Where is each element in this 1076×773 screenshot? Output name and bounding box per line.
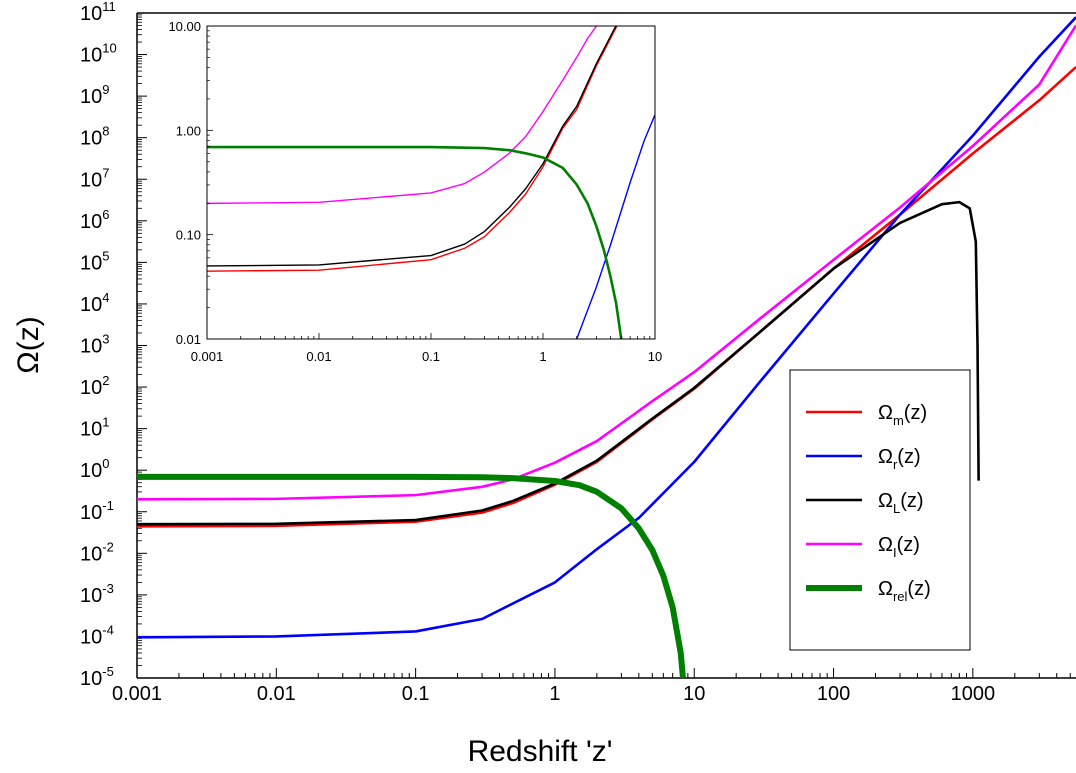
legend-label-r: Ωr(z) <box>878 446 921 472</box>
legend-label-m: Ωm(z) <box>878 402 927 428</box>
legend-label-L: ΩL(z) <box>878 490 924 516</box>
inset-x-tick-label: 0.001 <box>191 349 224 364</box>
y-tick-label: 106 <box>80 207 109 233</box>
inset-series-group <box>207 26 655 339</box>
legend-label-rel: Ωrel(z) <box>878 578 931 604</box>
inset-y-tick-label: 10.00 <box>168 19 201 34</box>
y-tick-label: 1010 <box>80 41 117 67</box>
y-tick-label: 10-1 <box>80 498 114 524</box>
inset-series-line <box>207 145 623 339</box>
y-tick-label: 107 <box>80 165 109 191</box>
inset-x-tick-label: 1 <box>539 349 546 364</box>
x-tick-label: 1000 <box>951 683 996 705</box>
y-axis-label: Ω(z) <box>12 316 45 373</box>
inset-x-tick-label: 0.01 <box>306 349 331 364</box>
y-tick-label: 104 <box>80 290 109 316</box>
inset-axes: 0.001 0.01 0.1 1 10 0.01 0.10 1.00 10.00 <box>168 19 662 364</box>
y-tick-label: 1011 <box>80 0 116 25</box>
x-axis-label: Redshift 'z' <box>468 735 613 768</box>
x-tick-label: 0.001 <box>112 683 162 705</box>
y-tick-label: 101 <box>80 415 109 441</box>
inset-series-line <box>207 26 617 267</box>
main-axes: 0.001 0.01 0.1 1 10 100 100010-510-410-310-210… <box>80 0 1076 705</box>
inset-panel <box>150 14 665 371</box>
y-tick-label: 108 <box>80 124 109 150</box>
x-tick-label: 1 <box>549 683 560 705</box>
y-tick-label: 10-5 <box>80 664 114 690</box>
y-tick-label: 10-2 <box>80 539 114 565</box>
y-tick-label: 109 <box>80 82 109 108</box>
legend-label-I: ΩI(z) <box>878 534 920 560</box>
legend-box <box>789 369 971 651</box>
y-tick-label: 10-4 <box>80 622 114 648</box>
inset-series-line <box>207 26 598 205</box>
series-line-L <box>137 200 980 526</box>
inset-y-tick-label: 0.10 <box>176 228 201 243</box>
y-tick-label: 105 <box>80 248 109 274</box>
series-line-rel <box>137 473 686 678</box>
y-tick-label: 10-3 <box>80 581 114 607</box>
x-tick-label: 0.01 <box>257 683 296 705</box>
inset-y-tick-label: 1.00 <box>176 123 201 138</box>
x-tick-label: 10 <box>683 683 705 705</box>
x-tick-label: 100 <box>817 683 850 705</box>
x-tick-label: 0.1 <box>402 683 430 705</box>
main-series-group <box>137 16 1076 678</box>
inset-y-tick-label: 0.01 <box>176 332 201 347</box>
y-tick-label: 103 <box>80 332 109 358</box>
inset-x-tick-label: 10 <box>648 349 662 364</box>
y-tick-label: 100 <box>80 456 109 482</box>
series-line-I <box>137 24 1076 501</box>
inset-series-line <box>576 114 655 339</box>
inset-series-line <box>207 26 618 272</box>
inset-background <box>150 14 665 371</box>
legend: Ωm(z) Ωr(z) ΩL(z) ΩI(z) Ωrel(z) <box>789 369 971 651</box>
series-line-r <box>137 16 1076 639</box>
inset-x-tick-label: 0.1 <box>422 349 440 364</box>
y-tick-label: 102 <box>80 373 109 399</box>
